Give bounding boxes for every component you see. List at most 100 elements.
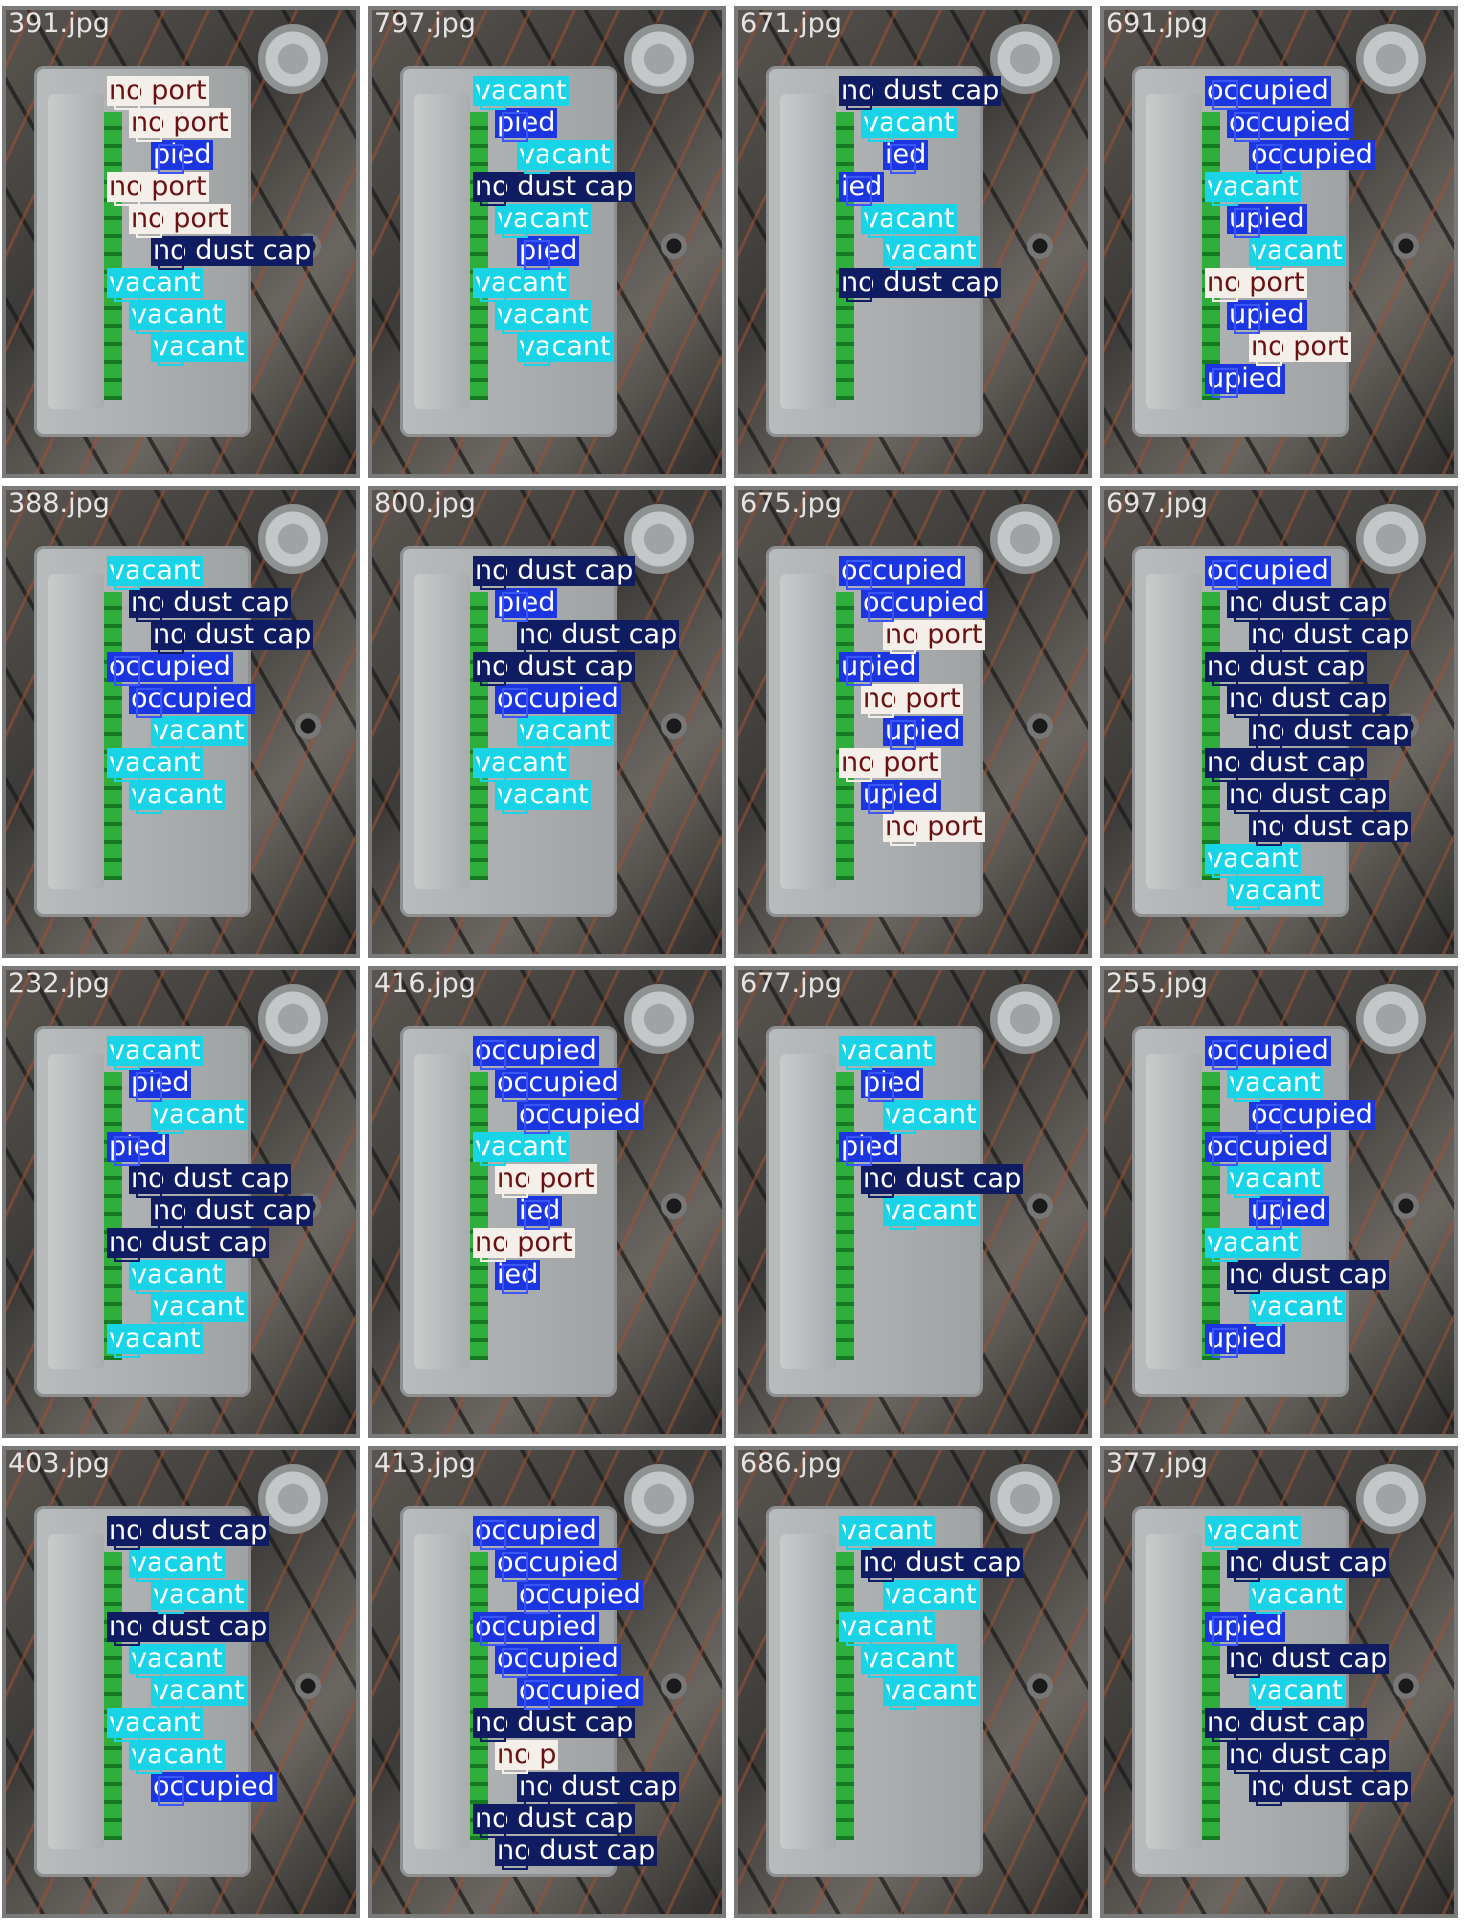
detection-box <box>868 208 894 238</box>
detection-box <box>1212 1040 1238 1070</box>
photo-ports <box>104 1072 122 1360</box>
photo-knob <box>295 712 321 739</box>
detection-box <box>480 560 506 590</box>
detection-box <box>1234 1744 1260 1774</box>
detection-box <box>524 624 550 654</box>
photo-ports <box>1202 592 1220 880</box>
filename-label: 416.jpg <box>374 968 476 999</box>
detection-box <box>502 592 528 622</box>
detection-box <box>136 784 162 814</box>
photo-spool <box>624 1463 694 1534</box>
filename-label: 377.jpg <box>1106 1448 1208 1479</box>
detection-box <box>846 1040 872 1070</box>
detection-box <box>114 1712 140 1742</box>
detection-box <box>136 688 162 718</box>
detection-box <box>890 1584 916 1614</box>
detection-box <box>136 1264 162 1294</box>
detection-box <box>868 112 894 142</box>
filename-label: 686.jpg <box>740 1448 842 1479</box>
detection-label: no dust cap <box>1205 747 1368 778</box>
detection-label: no dust cap <box>129 1163 292 1194</box>
result-tile[interactable]: vacant pied vacant pied no dust cap vacant 677… <box>734 966 1092 1438</box>
detection-box <box>1234 1072 1260 1102</box>
detection-box <box>480 1808 506 1838</box>
photo-ports <box>470 1072 488 1360</box>
photo-tray <box>48 573 104 890</box>
photo-knob <box>1393 232 1419 259</box>
detection-box <box>480 272 506 302</box>
detection-box <box>1234 1168 1260 1198</box>
photo-knob <box>1027 1672 1053 1699</box>
detection-label: vacant <box>1249 1291 1345 1322</box>
photo-knob <box>1027 1192 1053 1219</box>
detection-box <box>846 1520 872 1550</box>
result-tile[interactable]: vacant no dust cap no dust cap occupied occu… <box>2 486 360 958</box>
detection-box <box>502 1552 528 1582</box>
detection-box <box>502 1648 528 1678</box>
detection-label: vacant <box>883 1675 979 1706</box>
photo-ports <box>470 112 488 400</box>
photo-knob <box>1393 1672 1419 1699</box>
photo-ports <box>836 592 854 880</box>
detection-box <box>136 208 162 238</box>
detection-box <box>890 1680 916 1710</box>
detection-box <box>1212 1136 1238 1166</box>
detection-label: vacant <box>517 139 613 170</box>
detection-box <box>480 656 506 686</box>
result-tile[interactable]: vacant pied vacant pied no dust cap no dust c… <box>2 966 360 1438</box>
result-tile[interactable]: occupied vacant occupied occupied vacant upie… <box>1100 966 1458 1438</box>
result-tile[interactable]: occupied no dust cap no dust cap no dust ca… <box>1100 486 1458 958</box>
detection-box <box>114 1040 140 1070</box>
detection-box <box>502 784 528 814</box>
detection-box <box>114 752 140 782</box>
detection-box <box>524 144 550 174</box>
detection-box <box>1234 1552 1260 1582</box>
result-tile[interactable]: occupied occupied occupied vacant no port ied… <box>368 966 726 1438</box>
detection-box <box>114 1520 140 1550</box>
result-tile[interactable]: vacant no dust cap vacant upied no dust cap v… <box>1100 1446 1458 1918</box>
detection-box <box>868 1168 894 1198</box>
detection-box <box>1212 1520 1238 1550</box>
detection-box <box>480 1616 506 1646</box>
detection-box <box>524 720 550 750</box>
result-tile[interactable]: no dust cap pied no dust cap no dust cap occ… <box>368 486 726 958</box>
detection-label: no dust cap <box>107 1611 270 1642</box>
detection-box <box>890 1200 916 1230</box>
detection-box <box>502 1168 528 1198</box>
photo-knob <box>661 712 687 739</box>
detection-box <box>1234 784 1260 814</box>
result-tile[interactable]: no dust cap vacant ied ied vacant vacant no du… <box>734 6 1092 478</box>
photo-spool <box>258 23 328 94</box>
result-tile[interactable]: vacant no dust cap vacant vacant vacant vacan… <box>734 1446 1092 1918</box>
detection-box <box>158 336 184 366</box>
detection-label: vacant <box>129 1547 225 1578</box>
photo-tray <box>780 93 836 410</box>
detection-label: occupied <box>495 1547 621 1578</box>
result-tile[interactable]: occupied occupied occupied occupied occupied… <box>368 1446 726 1918</box>
result-tile[interactable]: occupied occupied occupied vacant upied vacan… <box>1100 6 1458 478</box>
detection-box <box>1212 1328 1238 1358</box>
detection-box <box>136 112 162 142</box>
detection-box <box>158 1104 184 1134</box>
detection-box <box>846 80 872 110</box>
detection-box <box>158 1296 184 1326</box>
detection-label: no port <box>883 619 985 650</box>
detection-box <box>480 1520 506 1550</box>
detection-box <box>1212 560 1238 590</box>
detection-box <box>1256 1104 1282 1134</box>
photo-ports <box>104 1552 122 1840</box>
detection-box <box>524 1200 550 1230</box>
detection-box <box>158 240 184 270</box>
detection-label: vacant <box>151 1099 247 1130</box>
result-tile[interactable]: occupied occupied no port upied no port upied… <box>734 486 1092 958</box>
result-tile[interactable]: vacant pied vacant no dust cap vacant pied vac… <box>368 6 726 478</box>
result-tile[interactable]: no port no port pied no port no port no dust … <box>2 6 360 478</box>
detection-box <box>890 624 916 654</box>
result-tile[interactable]: no dust cap vacant vacant no dust cap vacant… <box>2 1446 360 1918</box>
detection-box <box>114 272 140 302</box>
detection-box <box>114 560 140 590</box>
detection-box <box>158 144 184 174</box>
detection-box <box>524 1104 550 1134</box>
photo-ports <box>1202 1072 1220 1360</box>
